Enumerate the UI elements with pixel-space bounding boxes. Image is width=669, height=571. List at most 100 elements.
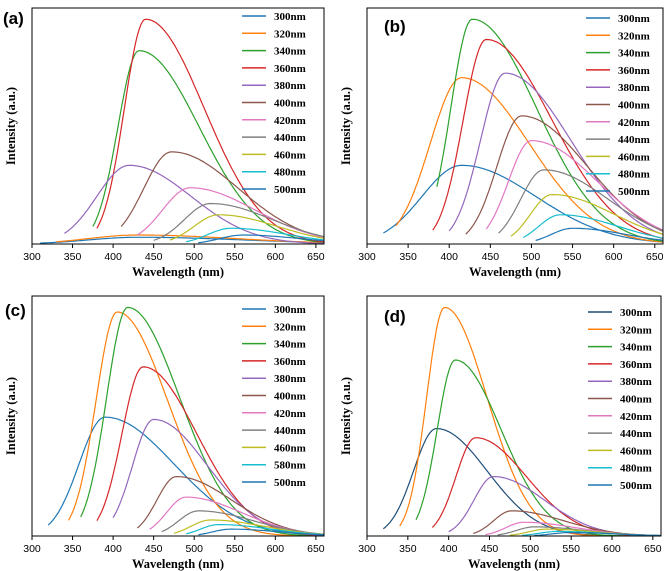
x-tick-label: 550 [226, 251, 244, 263]
legend-label: 300nm [274, 304, 306, 316]
legend-label: 480nm [274, 167, 306, 179]
x-tick-label: 500 [185, 251, 203, 263]
legend-label: 440nm [274, 132, 306, 144]
x-tick-label: 600 [605, 251, 623, 263]
x-tick-label: 350 [64, 543, 82, 555]
series-line-460nm [169, 214, 324, 241]
series-line-440nm [153, 202, 324, 241]
series-group [40, 18, 324, 244]
x-tick-label: 400 [440, 543, 458, 555]
legend-label: 320nm [274, 321, 306, 333]
legend-label: 380nm [618, 82, 650, 94]
series-line-460nm [510, 194, 663, 237]
x-axis-title: Wavelength (nm) [468, 557, 560, 571]
legend-label: 380nm [274, 373, 306, 385]
series-line-500nm [198, 234, 324, 244]
legend-label: 460nm [274, 442, 306, 454]
chart-panel-a: 300 350 400 450 500 550 600 650 Wavelength (nm) I… [3, 7, 325, 279]
legend-label: 400nm [618, 100, 650, 112]
legend-label: 360nm [274, 63, 306, 75]
series-line-300nm [383, 164, 663, 243]
legend-label: 480nm [620, 463, 652, 475]
panel-label: (a) [3, 9, 24, 28]
x-tick-label: 650 [307, 251, 325, 263]
x-tick-label: 450 [482, 251, 500, 263]
plot-frame [31, 7, 325, 245]
x-tick-label: 350 [64, 251, 82, 263]
series-line-480nm [185, 227, 324, 243]
legend-label: 340nm [618, 48, 650, 60]
legend-label: 320nm [618, 30, 650, 42]
legend-label: 360nm [618, 65, 650, 77]
x-tick-label: 500 [522, 543, 540, 555]
panel-label: (d) [384, 307, 406, 326]
series-line-440nm [161, 510, 324, 535]
series-group [47, 306, 324, 536]
x-tick-label: 350 [399, 543, 417, 555]
x-tick-label: 650 [646, 251, 664, 263]
series-line-320nm [67, 311, 324, 536]
series-line-400nm [465, 115, 663, 235]
legend-label: 420nm [618, 117, 650, 129]
series-line-420nm [485, 139, 663, 231]
x-tick-label: 400 [104, 251, 122, 263]
legend-label: 440nm [620, 428, 652, 440]
legend-label: 380nm [274, 80, 306, 92]
legend-label: 320nm [620, 324, 652, 336]
x-tick-label: 300 [23, 543, 41, 555]
legend: 300nm 320nm 340nm 360nm 380nm 400nm 420nm 440nm… [242, 11, 306, 196]
x-tick-label: 450 [145, 543, 163, 555]
legend-label: 300nm [620, 307, 652, 319]
x-tick-label: 550 [564, 251, 582, 263]
chart-panel-b: 300 350 400 450 500 550 600 650 Wavelength (nm) I… [339, 7, 664, 279]
x-tick-label: 650 [307, 543, 325, 555]
legend: 300nm 320nm 340nm 360nm 380nm 400nm 420nm 440nm… [588, 307, 652, 492]
x-tick-label: 550 [562, 543, 580, 555]
legend-label: 440nm [618, 134, 650, 146]
legend-label: 340nm [274, 339, 306, 351]
legend-label: 340nm [620, 342, 652, 354]
legend-label: 460nm [620, 445, 652, 457]
legend-label: 440nm [274, 425, 306, 437]
legend-label: 460nm [274, 149, 306, 161]
series-line-400nm [120, 151, 324, 238]
legend-label: 320nm [274, 28, 306, 40]
series-line-340nm [436, 18, 663, 242]
x-tick-label: 300 [23, 251, 41, 263]
x-tick-label: 500 [185, 543, 203, 555]
x-axis-title: Wavelength (nm) [132, 265, 224, 279]
series-line-500nm [198, 528, 324, 536]
legend-label: 420nm [274, 408, 306, 420]
series-line-320nm [56, 234, 324, 244]
panel-label: (b) [384, 17, 406, 36]
legend-label: 400nm [274, 98, 306, 110]
y-axis-title: Intensity (a.u.) [4, 377, 18, 455]
x-tick-label: 600 [267, 543, 285, 555]
x-axis-title: Wavelength (nm) [132, 557, 224, 571]
chart-panel-d: 300 350 400 450 500 550 600 650 Wavelength (nm) I… [339, 295, 662, 571]
series-line-380nm [448, 72, 663, 236]
series-group [383, 18, 663, 243]
series-line-380nm [64, 164, 324, 244]
legend-label: 460nm [618, 151, 650, 163]
legend-label: 500nm [620, 480, 652, 492]
legend-label: 340nm [274, 46, 306, 58]
x-tick-label: 650 [644, 543, 662, 555]
plot-frame [31, 295, 325, 537]
x-tick-label: 600 [603, 543, 621, 555]
legend-label: 580nm [274, 460, 306, 472]
x-tick-label: 550 [226, 543, 244, 555]
x-tick-label: 400 [104, 543, 122, 555]
x-tick-label: 450 [145, 251, 163, 263]
series-line-580nm [185, 524, 324, 536]
legend-label: 500nm [618, 186, 650, 198]
series-line-440nm [498, 169, 663, 234]
legend-label: 400nm [274, 391, 306, 403]
series-line-340nm [80, 306, 324, 536]
x-tick-label: 400 [440, 251, 458, 263]
panel-label: (c) [5, 301, 26, 320]
legend-label: 500nm [274, 477, 306, 489]
legend-label: 500nm [274, 184, 306, 196]
legend-label: 480nm [618, 169, 650, 181]
x-tick-label: 600 [267, 251, 285, 263]
